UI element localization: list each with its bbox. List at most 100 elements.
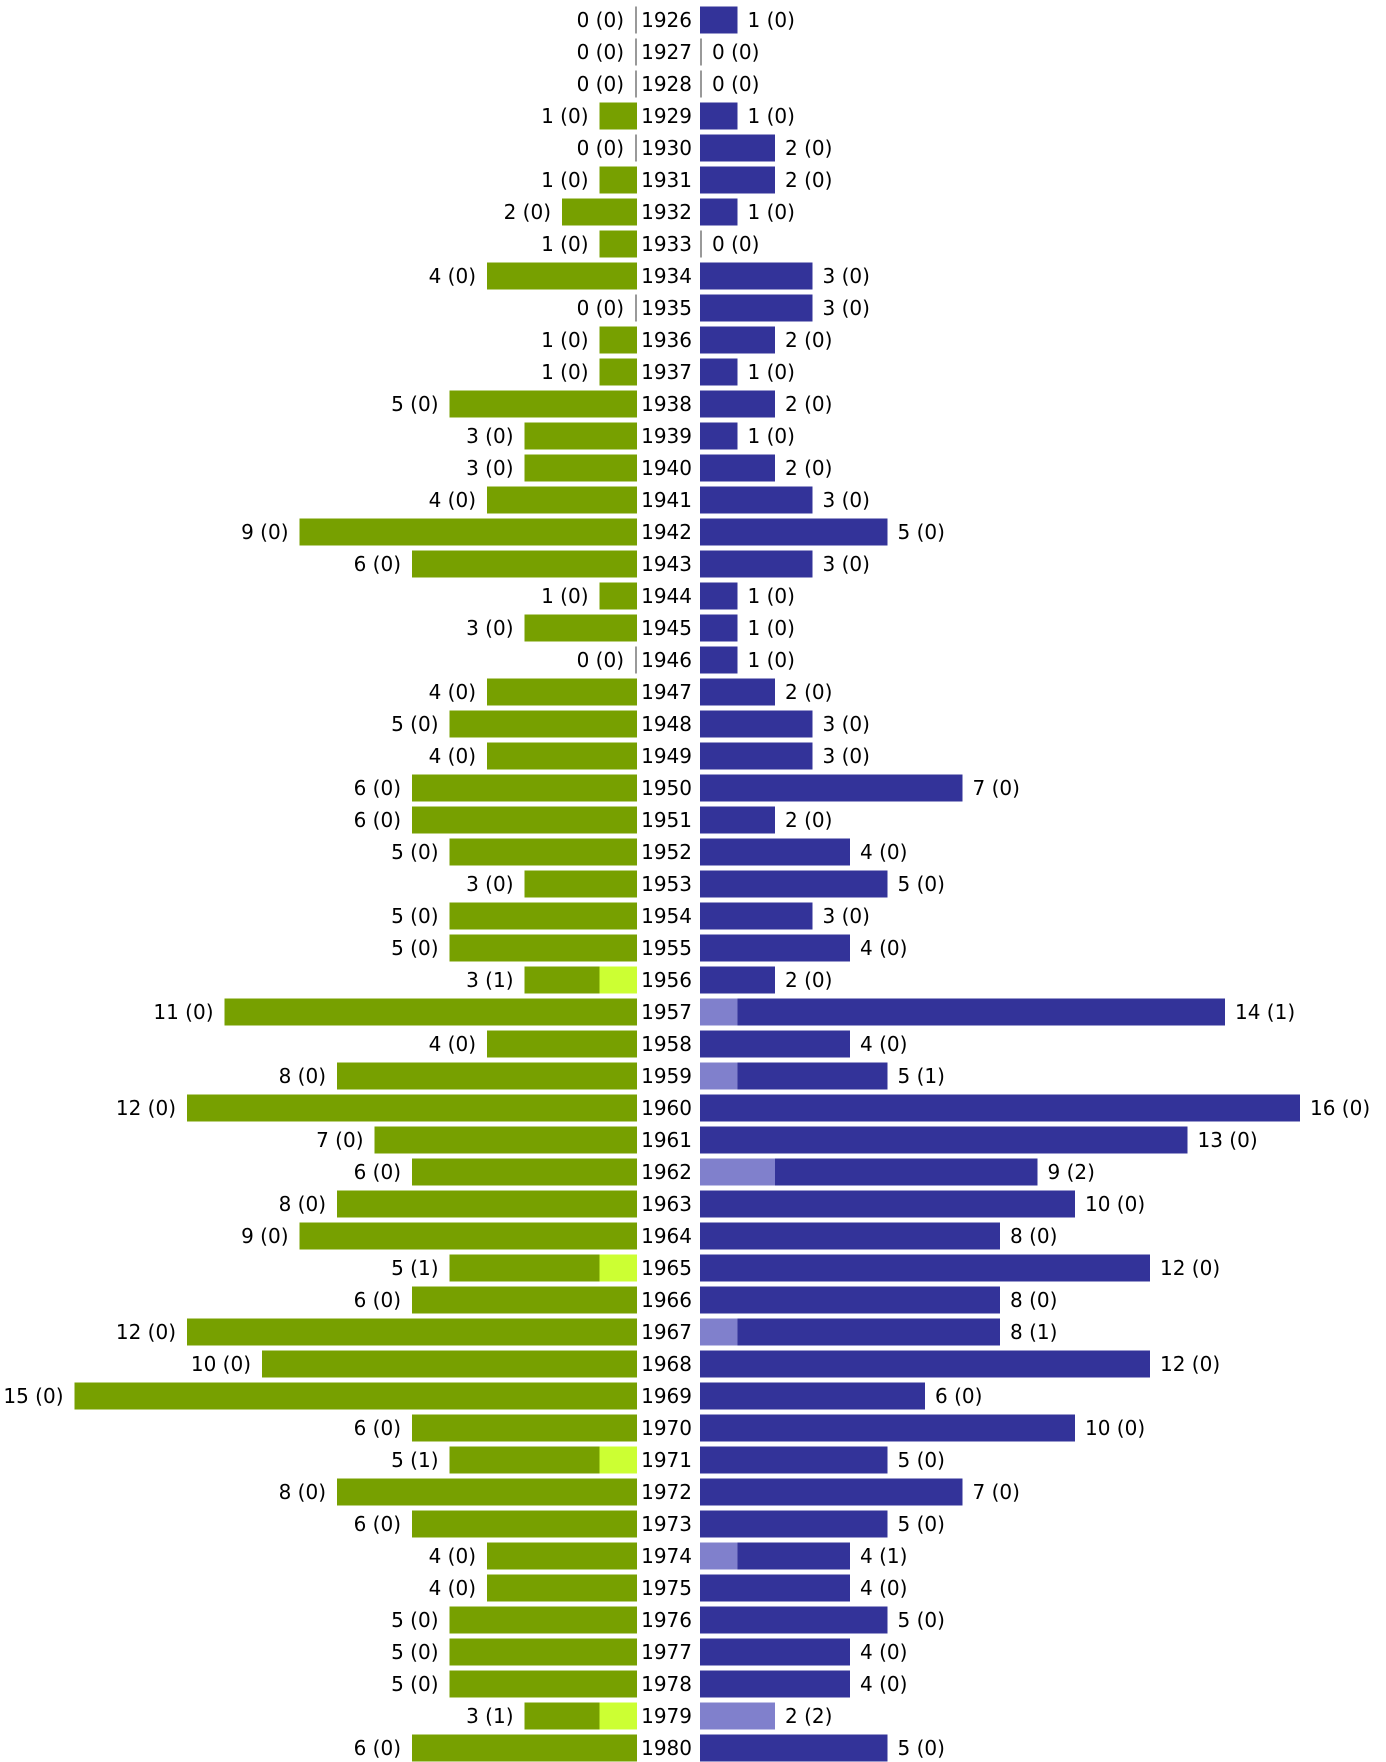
right-bar — [700, 1574, 850, 1602]
left-value-label: 5 (0) — [391, 1608, 438, 1632]
right-bar-highlight — [700, 1318, 738, 1346]
right-bar — [700, 102, 738, 130]
right-value-label: 3 (0) — [823, 552, 870, 576]
right-bar — [700, 774, 963, 802]
right-bar-highlight — [700, 1062, 738, 1090]
left-bar — [337, 1478, 637, 1506]
right-bar — [700, 902, 813, 930]
right-value-label: 4 (0) — [860, 936, 907, 960]
right-bar-highlight — [700, 1542, 738, 1570]
year-label: 1960 — [641, 1096, 692, 1120]
year-label: 1930 — [641, 136, 692, 160]
left-value-label: 5 (0) — [391, 392, 438, 416]
right-value-label: 2 (0) — [785, 968, 832, 992]
left-value-label: 6 (0) — [354, 1416, 401, 1440]
right-value-label: 9 (2) — [1048, 1160, 1095, 1184]
right-value-label: 4 (1) — [860, 1544, 907, 1568]
year-label: 1955 — [641, 936, 692, 960]
year-label: 1976 — [641, 1608, 692, 1632]
left-value-label: 4 (0) — [429, 680, 476, 704]
left-value-label: 3 (0) — [466, 616, 513, 640]
year-label: 1975 — [641, 1576, 692, 1600]
year-label: 1929 — [641, 104, 692, 128]
year-label: 1941 — [641, 488, 692, 512]
right-bar — [700, 646, 738, 674]
right-value-label: 1 (0) — [748, 584, 795, 608]
right-bar-highlight — [700, 998, 738, 1026]
left-bar — [449, 902, 637, 930]
year-label: 1966 — [641, 1288, 692, 1312]
left-value-label: 6 (0) — [354, 1736, 401, 1760]
left-zero-tick — [635, 70, 637, 98]
year-label: 1952 — [641, 840, 692, 864]
right-bar — [700, 134, 775, 162]
left-zero-tick — [635, 6, 637, 34]
right-value-label: 1 (0) — [748, 616, 795, 640]
left-value-label: 6 (0) — [354, 552, 401, 576]
left-bar — [524, 870, 637, 898]
left-value-label: 1 (0) — [541, 360, 588, 384]
right-zero-tick — [700, 70, 702, 98]
left-bar-highlight — [599, 966, 637, 994]
left-zero-tick — [635, 294, 637, 322]
left-bar — [412, 550, 637, 578]
right-value-label: 1 (0) — [748, 648, 795, 672]
left-bar — [487, 1574, 637, 1602]
right-bar — [700, 390, 775, 418]
year-label: 1961 — [641, 1128, 692, 1152]
right-value-label: 1 (0) — [748, 104, 795, 128]
left-value-label: 1 (0) — [541, 584, 588, 608]
right-bar — [700, 1190, 1075, 1218]
year-label: 1933 — [641, 232, 692, 256]
year-label: 1939 — [641, 424, 692, 448]
year-label: 1947 — [641, 680, 692, 704]
left-value-label: 4 (0) — [429, 1544, 476, 1568]
left-bar — [412, 1414, 637, 1442]
year-label: 1959 — [641, 1064, 692, 1088]
right-value-label: 2 (0) — [785, 392, 832, 416]
left-value-label: 4 (0) — [429, 264, 476, 288]
right-value-label: 3 (0) — [823, 488, 870, 512]
year-label: 1951 — [641, 808, 692, 832]
left-zero-tick — [635, 134, 637, 162]
year-label: 1958 — [641, 1032, 692, 1056]
left-bar — [524, 454, 637, 482]
year-label: 1931 — [641, 168, 692, 192]
year-label: 1979 — [641, 1704, 692, 1728]
left-bar — [412, 1734, 637, 1762]
left-value-label: 0 (0) — [577, 648, 624, 672]
left-bar-highlight — [599, 1446, 637, 1474]
year-label: 1972 — [641, 1480, 692, 1504]
left-bar — [487, 1030, 637, 1058]
left-value-label: 4 (0) — [429, 1032, 476, 1056]
right-value-label: 3 (0) — [823, 904, 870, 928]
left-bar — [299, 518, 637, 546]
left-value-label: 2 (0) — [504, 200, 551, 224]
year-label: 1962 — [641, 1160, 692, 1184]
left-bar — [412, 1286, 637, 1314]
left-value-label: 5 (0) — [391, 840, 438, 864]
right-value-label: 8 (1) — [1010, 1320, 1057, 1344]
year-label: 1927 — [641, 40, 692, 64]
right-value-label: 5 (0) — [898, 1512, 945, 1536]
left-value-label: 4 (0) — [429, 1576, 476, 1600]
left-value-label: 3 (0) — [466, 456, 513, 480]
right-value-label: 3 (0) — [823, 296, 870, 320]
year-label: 1956 — [641, 968, 692, 992]
left-value-label: 5 (0) — [391, 712, 438, 736]
year-label: 1949 — [641, 744, 692, 768]
year-label: 1971 — [641, 1448, 692, 1472]
right-value-label: 16 (0) — [1310, 1096, 1370, 1120]
right-value-label: 2 (0) — [785, 168, 832, 192]
right-bar — [700, 934, 850, 962]
year-label: 1953 — [641, 872, 692, 896]
left-value-label: 11 (0) — [153, 1000, 213, 1024]
right-value-label: 8 (0) — [1010, 1288, 1057, 1312]
right-value-label: 7 (0) — [973, 776, 1020, 800]
right-bar — [700, 1638, 850, 1666]
left-value-label: 3 (0) — [466, 872, 513, 896]
left-value-label: 6 (0) — [354, 1160, 401, 1184]
left-bar — [487, 742, 637, 770]
right-value-label: 3 (0) — [823, 744, 870, 768]
right-value-label: 4 (0) — [860, 1640, 907, 1664]
